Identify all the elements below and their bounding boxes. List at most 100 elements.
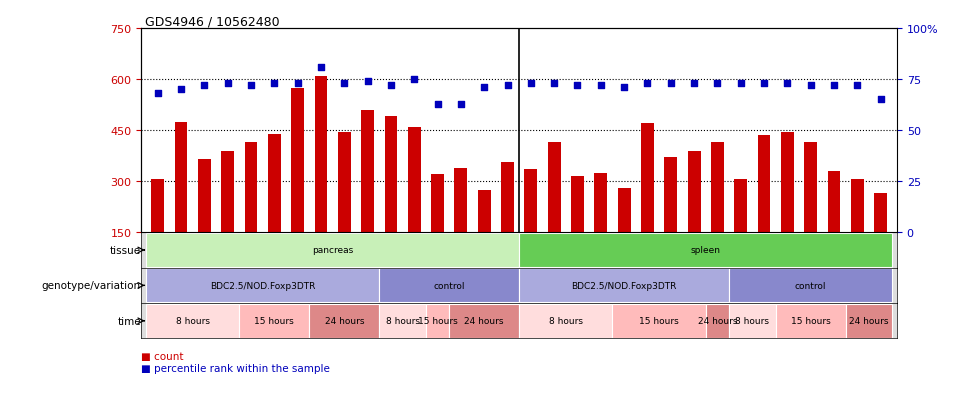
Bar — [711, 142, 723, 233]
Bar — [618, 189, 631, 233]
Text: 24 hours: 24 hours — [464, 316, 504, 325]
Bar — [828, 171, 840, 233]
Bar — [687, 151, 700, 233]
Text: ■ percentile rank within the sample: ■ percentile rank within the sample — [141, 363, 331, 373]
Bar — [379, 269, 519, 303]
Point — [686, 81, 702, 87]
Bar — [706, 304, 729, 338]
Point — [873, 97, 888, 104]
Point — [616, 85, 632, 91]
Bar — [146, 233, 519, 267]
Bar — [268, 134, 281, 233]
Text: ■ count: ■ count — [141, 351, 184, 361]
Text: 15 hours: 15 hours — [791, 316, 831, 325]
Bar — [804, 142, 817, 233]
Text: 24 hours: 24 hours — [698, 316, 737, 325]
Bar — [729, 269, 892, 303]
Point — [523, 81, 538, 87]
Bar — [408, 127, 420, 233]
Point — [477, 85, 492, 91]
Bar — [146, 269, 379, 303]
Text: 15 hours: 15 hours — [640, 316, 679, 325]
Text: time: time — [117, 316, 141, 326]
Text: control: control — [795, 281, 827, 290]
Point — [500, 83, 516, 89]
Bar — [361, 110, 374, 233]
Point — [849, 83, 865, 89]
Bar — [875, 194, 887, 233]
Bar — [338, 133, 351, 233]
Bar — [175, 122, 187, 233]
Point — [313, 64, 329, 71]
Text: 15 hours: 15 hours — [254, 316, 294, 325]
Bar — [449, 304, 519, 338]
Point — [802, 83, 818, 89]
Bar — [431, 175, 444, 233]
Point — [336, 81, 352, 87]
Bar — [664, 158, 678, 233]
Point — [290, 81, 305, 87]
Bar — [426, 304, 449, 338]
Bar — [198, 160, 211, 233]
Text: GDS4946 / 10562480: GDS4946 / 10562480 — [145, 16, 280, 29]
Bar — [845, 304, 892, 338]
Bar — [315, 76, 328, 233]
Point — [780, 81, 796, 87]
Point — [150, 91, 166, 97]
Bar — [221, 151, 234, 233]
Point — [640, 81, 655, 87]
Text: 8 hours: 8 hours — [385, 316, 419, 325]
Bar — [548, 142, 561, 233]
Text: 24 hours: 24 hours — [325, 316, 364, 325]
Point — [430, 101, 446, 108]
Point — [546, 81, 562, 87]
Point — [197, 83, 213, 89]
Point — [360, 78, 375, 85]
Text: 8 hours: 8 hours — [176, 316, 210, 325]
Text: control: control — [434, 281, 465, 290]
Bar — [501, 163, 514, 233]
Point — [220, 81, 236, 87]
Point — [266, 81, 282, 87]
Point — [593, 83, 608, 89]
Bar — [478, 190, 490, 233]
Bar — [151, 180, 164, 233]
Text: 8 hours: 8 hours — [549, 316, 583, 325]
Bar — [519, 304, 612, 338]
Point — [663, 81, 679, 87]
Point — [453, 101, 469, 108]
Bar — [758, 136, 770, 233]
Bar — [245, 142, 257, 233]
Bar — [292, 88, 304, 233]
Point — [710, 81, 725, 87]
Bar — [641, 124, 654, 233]
Bar — [781, 133, 794, 233]
Point — [733, 81, 749, 87]
Bar — [571, 177, 584, 233]
Bar — [776, 304, 845, 338]
Bar — [379, 304, 426, 338]
Text: 15 hours: 15 hours — [417, 316, 457, 325]
Bar — [519, 269, 729, 303]
Text: BDC2.5/NOD.Foxp3DTR: BDC2.5/NOD.Foxp3DTR — [571, 281, 677, 290]
Bar — [612, 304, 706, 338]
Bar — [519, 233, 892, 267]
Text: pancreas: pancreas — [312, 246, 353, 255]
Text: tissue: tissue — [110, 245, 141, 255]
Bar — [309, 304, 379, 338]
Text: genotype/variation: genotype/variation — [42, 281, 141, 291]
Bar — [384, 117, 398, 233]
Point — [407, 76, 422, 83]
Bar — [454, 168, 467, 233]
Bar — [239, 304, 309, 338]
Bar — [734, 180, 747, 233]
Text: 8 hours: 8 hours — [735, 316, 769, 325]
Point — [174, 87, 189, 93]
Point — [826, 83, 841, 89]
Text: spleen: spleen — [690, 246, 721, 255]
Bar — [729, 304, 776, 338]
Bar — [595, 173, 607, 233]
Point — [757, 81, 772, 87]
Text: BDC2.5/NOD.Foxp3DTR: BDC2.5/NOD.Foxp3DTR — [210, 281, 315, 290]
Point — [569, 83, 585, 89]
